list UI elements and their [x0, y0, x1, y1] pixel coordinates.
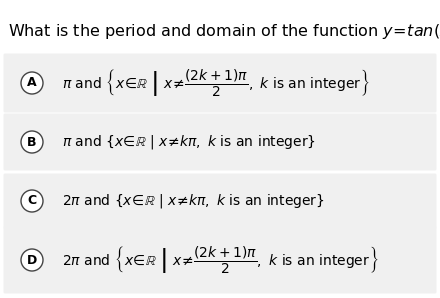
Circle shape — [21, 131, 43, 153]
Text: $\pi$ and $\{x\!\in\!\mathbb{R}\ |\ x\!\neq\! k\pi,\ k\ \mathrm{is\ an\ integer}: $\pi$ and $\{x\!\in\!\mathbb{R}\ |\ x\!\… — [62, 133, 316, 151]
Text: What is the period and domain of the function $y\!=\!tan(x)$?: What is the period and domain of the fun… — [8, 22, 440, 41]
Text: A: A — [27, 77, 37, 89]
Text: $2\pi$ and $\left\{x\!\in\!\mathbb{R}\ \middle|\ x\!\neq\!\dfrac{(2k+1)\pi}{2},\: $2\pi$ and $\left\{x\!\in\!\mathbb{R}\ \… — [62, 244, 378, 276]
Circle shape — [21, 249, 43, 271]
FancyBboxPatch shape — [4, 226, 436, 294]
FancyBboxPatch shape — [4, 54, 436, 113]
Text: B: B — [27, 136, 37, 148]
Text: D: D — [27, 254, 37, 266]
Circle shape — [21, 190, 43, 212]
Text: $2\pi$ and $\{x\!\in\!\mathbb{R}\ |\ x\!\neq\! k\pi,\ k\ \mathrm{is\ an\ integer: $2\pi$ and $\{x\!\in\!\mathbb{R}\ |\ x\!… — [62, 192, 325, 210]
FancyBboxPatch shape — [4, 173, 436, 229]
FancyBboxPatch shape — [4, 114, 436, 170]
Circle shape — [21, 72, 43, 94]
Text: C: C — [27, 195, 37, 207]
Text: $\pi$ and $\left\{x\!\in\!\mathbb{R}\ \middle|\ x\!\neq\!\dfrac{(2k+1)\pi}{2},\ : $\pi$ and $\left\{x\!\in\!\mathbb{R}\ \m… — [62, 67, 370, 99]
